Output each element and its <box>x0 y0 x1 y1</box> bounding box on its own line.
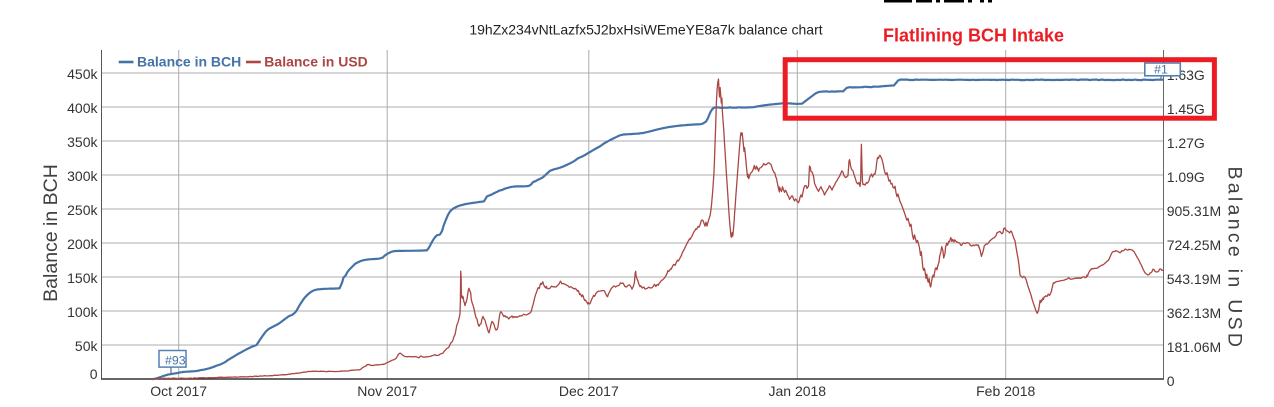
svg-text:1.45G: 1.45G <box>1167 101 1205 117</box>
svg-text:150k: 150k <box>67 270 98 286</box>
svg-text:1.09G: 1.09G <box>1167 169 1205 185</box>
svg-text:Nov 2017: Nov 2017 <box>357 383 417 399</box>
svg-text:Balance in BCH: Balance in BCH <box>137 54 241 70</box>
svg-text:905.31M: 905.31M <box>1167 203 1221 219</box>
svg-text:250k: 250k <box>67 202 98 218</box>
svg-text:50k: 50k <box>75 338 99 354</box>
svg-text:200k: 200k <box>67 236 98 252</box>
svg-text:724.25M: 724.25M <box>1167 237 1221 253</box>
svg-text:543.19M: 543.19M <box>1167 271 1221 287</box>
svg-text:19hZx234vNtLazfx5J2bxHsiWEmeYE: 19hZx234vNtLazfx5J2bxHsiWEmeYE8a7k balan… <box>469 22 822 38</box>
svg-text:450k: 450k <box>67 66 98 82</box>
svg-text:Balance in BCH: Balance in BCH <box>40 164 62 302</box>
svg-text:100k: 100k <box>67 304 98 320</box>
svg-text:Dec 2017: Dec 2017 <box>559 383 619 399</box>
svg-text:400k: 400k <box>67 100 98 116</box>
svg-text:Feb 2018: Feb 2018 <box>976 383 1035 399</box>
svg-text:350k: 350k <box>67 134 98 150</box>
svg-text:1.27G: 1.27G <box>1167 135 1205 151</box>
svg-text:Oct 2017: Oct 2017 <box>150 383 207 399</box>
svg-text:Balance in USD: Balance in USD <box>1224 166 1246 350</box>
svg-text:0: 0 <box>1167 373 1175 389</box>
svg-text:Jan 2018: Jan 2018 <box>768 383 826 399</box>
svg-text:0: 0 <box>90 366 98 382</box>
svg-text:#1: #1 <box>1154 63 1168 77</box>
svg-text:#93: #93 <box>165 353 186 367</box>
svg-text:362.13M: 362.13M <box>1167 305 1221 321</box>
svg-text:Balance in USD: Balance in USD <box>264 54 367 70</box>
svg-text:300k: 300k <box>67 168 98 184</box>
svg-text:Flatlining BCH Intake: Flatlining BCH Intake <box>883 26 1064 46</box>
svg-text:181.06M: 181.06M <box>1167 339 1221 355</box>
